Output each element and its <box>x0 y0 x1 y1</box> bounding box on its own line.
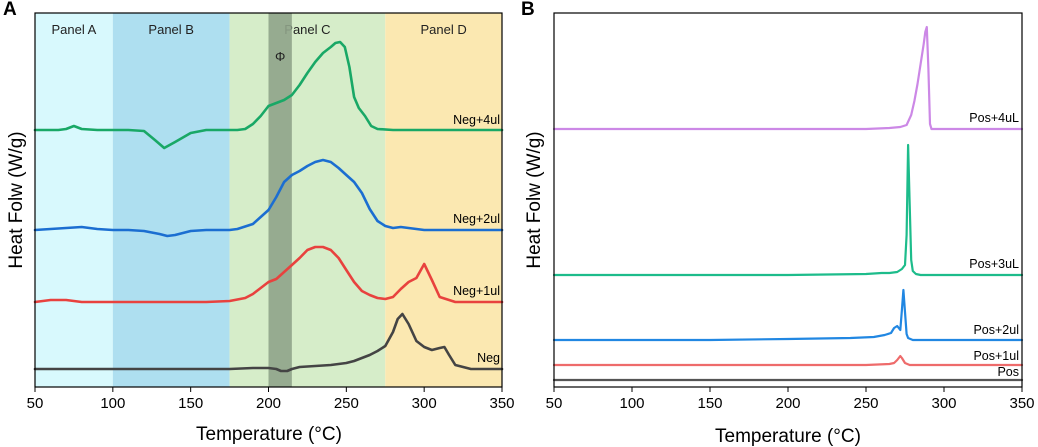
series-label-neg-1ul: Neg+1ul <box>453 284 500 298</box>
series-label-pos: Pos <box>997 365 1019 379</box>
panel-b-curve-labels: Pos+4uL Pos+3uL Pos+2ul Pos+1ul Pos <box>969 111 1019 379</box>
x-tick-label: 200 <box>775 395 800 412</box>
series-label-pos-3ul: Pos+3uL <box>969 257 1019 271</box>
series-line-pos-3ul <box>552 143 1024 277</box>
region-4 <box>385 13 502 387</box>
panel-b-letter: B <box>521 0 535 20</box>
x-tick-label: 300 <box>412 395 437 412</box>
panel-a-x-ticks: 50 100 150 200 250 300 350 <box>27 387 515 412</box>
region-label-4: Panel D <box>421 22 467 37</box>
x-tick-label: 300 <box>931 395 956 412</box>
panel-b-frame <box>553 12 1023 388</box>
x-tick-label: 250 <box>853 395 878 412</box>
panel-a-letter: A <box>3 0 17 20</box>
x-tick-label: 50 <box>546 395 563 412</box>
x-tick-label: 250 <box>334 395 359 412</box>
panel-b-chart: Pos+4uL Pos+3uL Pos+2ul Pos+1ul Pos 50 100 150… <box>521 0 1035 447</box>
series-line-neg-2ul <box>33 158 504 238</box>
panel-b-curves <box>552 25 1024 382</box>
x-tick-label: 350 <box>1009 395 1034 412</box>
series-label-pos-1ul: Pos+1ul <box>973 349 1019 363</box>
panel-a-curve-labels: Neg+4ul Neg+2ul Neg+1ul Neg <box>453 113 500 365</box>
series-line-pos-2ul <box>552 288 1024 342</box>
x-tick-label: 150 <box>697 395 722 412</box>
x-tick-label: 50 <box>27 395 44 412</box>
x-tick-label: 350 <box>489 395 514 412</box>
series-label-pos-4ul: Pos+4uL <box>969 111 1019 125</box>
panel-a-curves <box>33 40 504 373</box>
x-tick-label: 100 <box>619 395 644 412</box>
series-line-neg <box>33 312 504 373</box>
series-label-neg-4ul: Neg+4ul <box>453 113 500 127</box>
panel-b-x-ticks: 50 100 150 200 250 300 350 <box>546 387 1035 412</box>
series-label-pos-2ul: Pos+2ul <box>973 323 1019 337</box>
series-line-neg-1ul <box>33 245 504 304</box>
phi-band-label: Φ <box>275 49 285 64</box>
x-tick-label: 100 <box>100 395 125 412</box>
region-1 <box>35 13 113 387</box>
series-line-pos-4ul <box>552 25 1024 131</box>
region-label-2: Panel B <box>148 22 194 37</box>
panel-b-x-title: Temperature (°C) <box>715 426 861 447</box>
x-tick-label: 150 <box>178 395 203 412</box>
region-3 <box>229 13 386 387</box>
panel-a-regions: Panel A Panel B Panel C Panel D <box>35 13 502 387</box>
panel-a-y-title: Heat Folw (W/g) <box>6 131 27 268</box>
region-label-1: Panel A <box>52 22 97 37</box>
series-label-neg: Neg <box>477 351 500 365</box>
phi-band <box>268 13 292 387</box>
panel-a-x-title: Temperature (°C) <box>196 424 342 445</box>
panel-b-y-title: Heat Folw (W/g) <box>524 131 545 268</box>
series-line-pos-1ul <box>552 354 1024 367</box>
x-tick-label: 200 <box>256 395 281 412</box>
region-2 <box>112 13 230 387</box>
series-line-neg-4ul <box>33 40 504 150</box>
region-label-3: Panel C <box>284 22 330 37</box>
panel-a-chart: Panel A Panel B Panel C Panel D Φ Neg+4ulNe… <box>3 0 515 445</box>
series-label-neg-2ul: Neg+2ul <box>453 212 500 226</box>
